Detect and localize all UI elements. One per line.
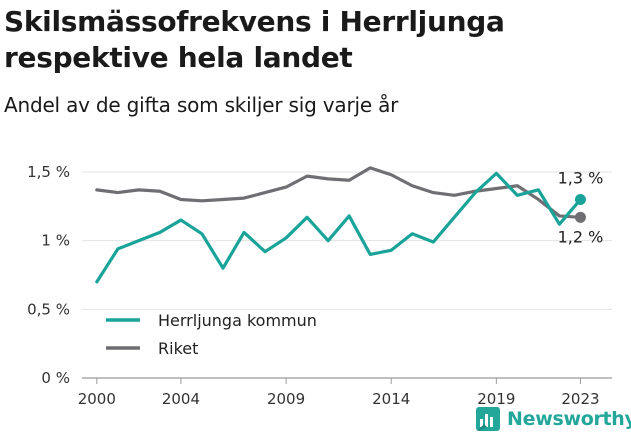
x-tick-label: 2019 (477, 390, 515, 408)
series-lines (95, 166, 586, 284)
newsworthy-logo-icon (476, 407, 500, 431)
series-line-riket (95, 166, 583, 219)
legend: Herrljunga kommun Riket (106, 311, 317, 358)
end-labels: 1,3 % 1,2 % (558, 168, 604, 246)
y-tick-label: 0,5 % (27, 300, 70, 318)
legend-label: Herrljunga kommun (158, 311, 317, 330)
chart-subtitle: Andel av de gifta som skiljer sig varje … (4, 93, 399, 117)
newsworthy-brand: Newsworthy (475, 406, 631, 432)
series-line-herrljunga (95, 171, 583, 284)
axes: 0 % 0,5 % 1 % 1,5 % 2000 2004 2009 2014 2019 2023 (27, 163, 599, 408)
x-tick-label: 2023 (561, 390, 599, 408)
y-tick-label: 1,5 % (27, 163, 70, 181)
series-end-point (574, 211, 586, 223)
x-tick-label: 2009 (267, 390, 305, 408)
end-label-riket: 1,2 % (558, 227, 604, 246)
x-tick-label: 2000 (78, 390, 116, 408)
end-label-herrljunga: 1,3 % (558, 168, 604, 187)
y-tick-label: 0 % (41, 369, 70, 387)
legend-label: Riket (158, 339, 198, 358)
series-end-point (574, 193, 586, 205)
gridlines (82, 171, 612, 379)
brand-name: Newsworthy (507, 408, 631, 430)
chart-title: Skilsmässofrekvens i Herrljunga respekti… (4, 5, 505, 74)
x-tick-label: 2004 (162, 390, 200, 408)
x-tick-label: 2014 (372, 390, 410, 408)
y-tick-label: 1 % (41, 232, 70, 250)
